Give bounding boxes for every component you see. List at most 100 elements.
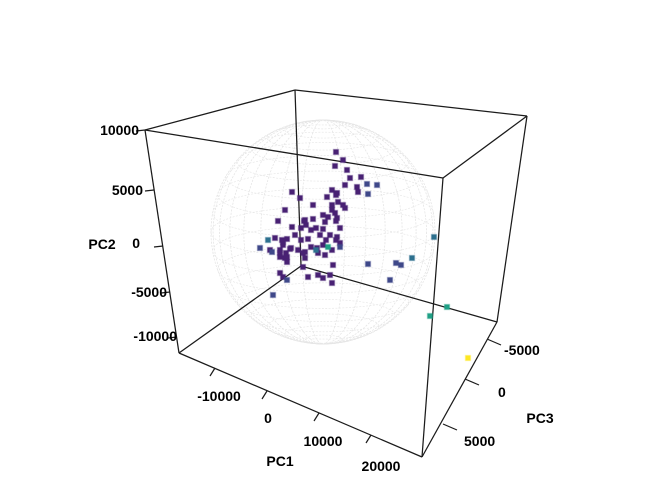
data-point [319, 225, 327, 233]
data-point [274, 217, 282, 225]
data-point [297, 236, 305, 244]
data-point [276, 249, 284, 257]
ellipsoid-parallel [236, 142, 410, 182]
data-point [294, 246, 302, 254]
data-point [364, 190, 372, 198]
ellipsoid-wireframe [210, 119, 436, 345]
data-point [279, 273, 287, 281]
data-point [291, 231, 299, 239]
data-point [309, 215, 317, 223]
data-point [328, 186, 336, 194]
bounding-box [144, 89, 528, 458]
data-point [296, 194, 304, 202]
data-point [264, 236, 272, 244]
data-point [307, 226, 315, 234]
data-point [332, 217, 340, 225]
data-point [279, 241, 287, 249]
data-point [321, 218, 329, 226]
data-point [302, 221, 310, 229]
pc1-tick [261, 390, 268, 400]
pc1-tick-label: 10000 [304, 433, 343, 449]
data-point [268, 248, 276, 256]
data-point [299, 263, 307, 271]
pc1-axis-title: PC1 [266, 453, 293, 469]
data-point [326, 231, 334, 239]
data-point [271, 234, 279, 242]
data-point [322, 236, 330, 244]
pc1-tick-label: 20000 [362, 458, 401, 474]
pc3-tick [486, 338, 502, 346]
data-point [319, 241, 327, 249]
data-point [328, 246, 336, 254]
data-point [332, 148, 340, 156]
pc3-tick-label: 5000 [464, 433, 495, 449]
ellipsoid-parallel [225, 264, 421, 309]
pc1-tick-label: -10000 [197, 388, 241, 404]
pc1-tick [209, 367, 216, 377]
ellipsoid-parallel [212, 187, 434, 239]
ellipsoid-parallel [266, 313, 380, 340]
data-point [328, 201, 336, 209]
data-point [443, 303, 451, 311]
data-point [288, 188, 296, 196]
data-point [354, 188, 362, 196]
data-point [309, 201, 317, 209]
data-point [336, 243, 344, 251]
pc2-tick-label: 5000 [112, 182, 143, 198]
pc2-tick-label: 10000 [100, 122, 139, 138]
data-point [329, 261, 337, 269]
data-point [323, 193, 331, 201]
data-point [341, 204, 349, 212]
data-point [269, 291, 277, 299]
pc3-tick-label: -5000 [504, 342, 540, 358]
data-point [312, 224, 320, 232]
data-point [430, 233, 438, 241]
data-point [307, 243, 315, 251]
data-point [328, 279, 336, 287]
data-point [386, 276, 394, 284]
pc2-tick-label: -5000 [131, 284, 167, 300]
data-point [332, 191, 340, 199]
data-point [319, 211, 327, 219]
ellipsoid-parallel [303, 334, 343, 345]
data-point [324, 243, 332, 251]
data-point [304, 235, 312, 243]
pc1-tick [365, 434, 372, 444]
data-point [392, 259, 400, 267]
pc2-tick-label: 0 [132, 235, 140, 251]
box-edge [294, 89, 302, 267]
box-edge [144, 129, 180, 354]
pc2-tick [160, 291, 171, 294]
axis-tick-labels: 10000 5000 0 -5000 -10000 -10000 0 10000 20000 -5… [100, 122, 540, 474]
ellipsoid-parallel [250, 131, 396, 165]
data-point [332, 236, 340, 244]
axis-ticks [135, 129, 502, 444]
ellipsoid-parallel [225, 155, 421, 200]
ellipsoid-parallel [266, 124, 380, 151]
pc2-tick [135, 129, 146, 132]
box-edge [421, 321, 498, 458]
data-point [304, 273, 312, 281]
data-point [397, 261, 405, 269]
data-point [297, 224, 305, 232]
pc2-tick [144, 189, 155, 192]
data-point [339, 156, 347, 164]
data-point [357, 173, 365, 181]
ellipsoid-parallel [284, 325, 362, 344]
data-point [283, 276, 291, 284]
pc2-tick-label: -10000 [133, 328, 177, 344]
ellipsoid-parallel [236, 282, 410, 322]
data-point [286, 245, 294, 253]
pc2-tick [167, 336, 178, 339]
data-point [278, 236, 286, 244]
box-edge [496, 115, 528, 323]
data-point [316, 231, 324, 239]
pc1-tick [313, 412, 320, 422]
box-edge [294, 89, 528, 117]
data-point [364, 260, 372, 268]
data-point [336, 224, 344, 232]
data-point [321, 251, 329, 259]
ellipsoid-parallel [303, 119, 343, 130]
data-point [331, 162, 339, 170]
